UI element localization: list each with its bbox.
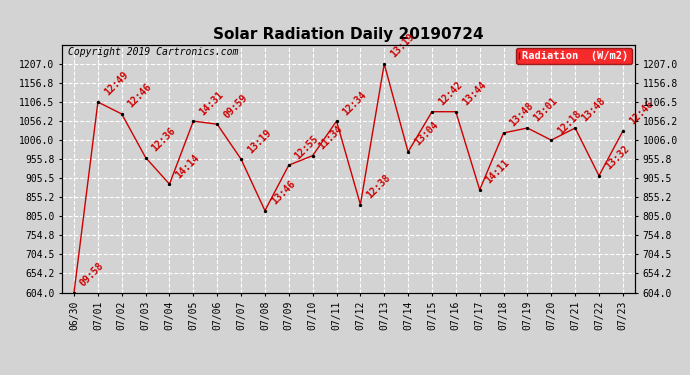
Text: Copyright 2019 Cartronics.com: Copyright 2019 Cartronics.com xyxy=(68,48,238,57)
Text: 12:38: 12:38 xyxy=(364,172,393,200)
Text: 12:36: 12:36 xyxy=(150,126,177,153)
Text: 13:48: 13:48 xyxy=(508,101,535,129)
Point xyxy=(546,137,557,143)
Text: 13:32: 13:32 xyxy=(603,144,631,172)
Point xyxy=(618,128,629,134)
Point xyxy=(593,173,604,179)
Point xyxy=(355,202,366,208)
Point xyxy=(284,162,295,168)
Title: Solar Radiation Daily 20190724: Solar Radiation Daily 20190724 xyxy=(213,27,484,42)
Point xyxy=(331,118,342,124)
Point xyxy=(498,130,509,136)
Text: 14:11: 14:11 xyxy=(484,158,512,186)
Text: 12:55: 12:55 xyxy=(293,133,321,161)
Text: 13:48: 13:48 xyxy=(580,96,607,124)
Text: 14:31: 14:31 xyxy=(197,89,226,117)
Point xyxy=(140,154,151,160)
Point xyxy=(402,149,413,155)
Legend: Radiation  (W/m2): Radiation (W/m2) xyxy=(516,48,631,64)
Point xyxy=(92,99,104,105)
Point xyxy=(474,187,485,193)
Point xyxy=(307,153,318,159)
Point xyxy=(379,61,390,67)
Text: 09:59: 09:59 xyxy=(221,92,249,120)
Text: 11:34: 11:34 xyxy=(317,124,345,152)
Point xyxy=(212,121,223,127)
Text: 13:01: 13:01 xyxy=(531,96,560,124)
Point xyxy=(451,109,462,115)
Point xyxy=(164,181,175,187)
Text: 14:14: 14:14 xyxy=(174,152,201,180)
Text: 13:46: 13:46 xyxy=(269,178,297,207)
Point xyxy=(259,208,270,214)
Text: 09:58: 09:58 xyxy=(78,261,106,288)
Text: 12:46: 12:46 xyxy=(126,82,154,110)
Text: 13:19: 13:19 xyxy=(388,32,416,60)
Point xyxy=(522,125,533,131)
Text: 13:19: 13:19 xyxy=(245,127,273,155)
Point xyxy=(116,111,127,117)
Text: 12:42: 12:42 xyxy=(436,80,464,108)
Text: 13:44: 13:44 xyxy=(460,80,488,108)
Point xyxy=(68,290,79,296)
Text: 12:34: 12:34 xyxy=(341,89,368,117)
Text: 12:46: 12:46 xyxy=(627,99,655,127)
Point xyxy=(235,156,246,162)
Text: 12:18: 12:18 xyxy=(555,108,583,136)
Text: 12:49: 12:49 xyxy=(102,70,130,98)
Point xyxy=(570,125,581,131)
Point xyxy=(426,109,437,115)
Point xyxy=(188,118,199,124)
Text: 13:04: 13:04 xyxy=(412,120,440,148)
